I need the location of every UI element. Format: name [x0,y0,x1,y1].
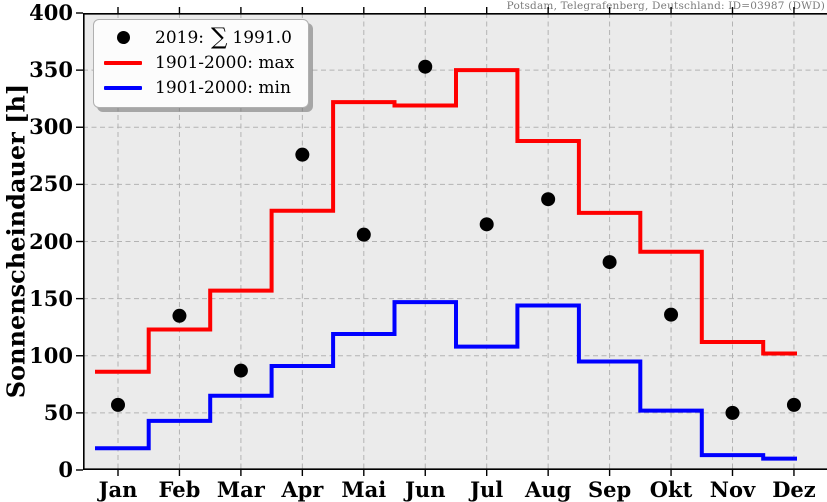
y-tick-label: 0 [58,457,73,483]
legend-marker-area [100,60,146,65]
x-tick-label: Mai [341,477,387,502]
y-tick-label: 250 [29,171,73,197]
y-tick-label: 350 [29,57,73,83]
legend-row-min: 1901-2000: min [100,76,294,101]
x-tick-label: Nov [709,477,756,502]
x-tick-label: Feb [158,477,201,502]
y-tick-label: 100 [29,342,73,368]
chart-title: Potsdam, Telegrafenberg, Deutschland: ID… [506,0,825,12]
legend-max-label: 1901-2000: max [155,52,295,73]
x-tick-label: Jun [405,477,446,502]
legend-marker-area [100,86,146,91]
x-tick-label: Okt [649,477,693,502]
y-tick-label: 400 [29,0,73,26]
x-tick-label: Jan [98,477,138,502]
x-tick-label: Sep [587,477,632,502]
min-line-icon [104,86,142,91]
max-line-icon [104,60,142,65]
y-tick-label: 150 [29,285,73,311]
sum-symbol-icon: ∑ [211,24,228,51]
y-tick-label: 50 [43,399,73,425]
legend-2019-value: 1991.0 [232,27,292,48]
x-tick-label: Jul [470,477,504,502]
legend-row-max: 1901-2000: max [100,50,294,75]
x-tick-label: Mar [216,477,265,502]
legend-min-label: 1901-2000: min [155,78,291,99]
legend-row-2019: 2019: ∑ 1991.0 [100,25,294,50]
legend-marker-area [100,31,146,45]
legend-2019-label: 2019: ∑ 1991.0 [155,24,292,51]
scatter-dot-icon [116,31,130,45]
y-tick-label: 300 [29,114,73,140]
x-tick-label: Dez [772,477,816,502]
x-tick-label: Apr [281,477,324,502]
legend-2019-prefix: 2019: [155,27,204,48]
x-tick-label: Aug [525,477,572,502]
legend: 2019: ∑ 1991.0 1901-2000: max 1901-2000:… [93,19,310,108]
y-tick-label: 200 [29,228,73,254]
